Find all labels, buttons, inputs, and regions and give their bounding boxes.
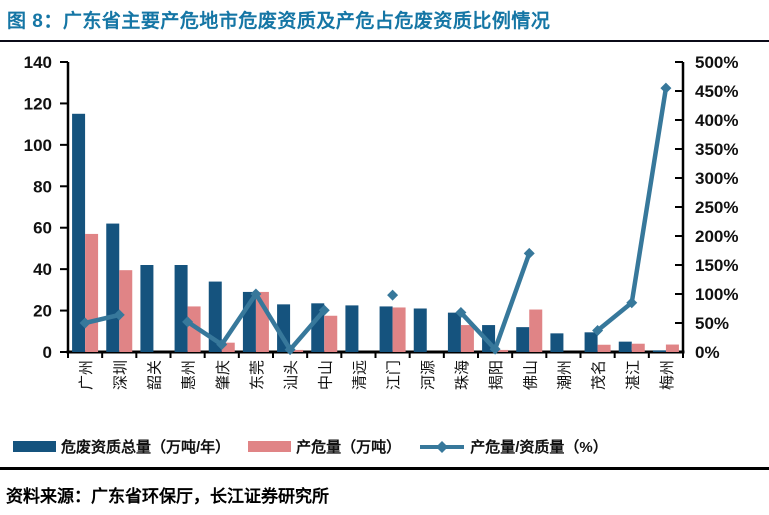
ratio-marker-佛山 <box>523 247 535 259</box>
output-bar-梅州 <box>665 344 679 352</box>
total-bar-肇庆 <box>208 281 222 352</box>
total-bar-韶关 <box>140 265 154 352</box>
source-text: 资料来源：广东省环保厅，长江证券研究所 <box>6 487 329 506</box>
output-bar-惠州 <box>187 306 201 352</box>
ratio-marker-深圳 <box>113 309 125 321</box>
right-axis-tick-label: 150% <box>695 256 738 275</box>
diamond-marker-icon <box>436 440 449 453</box>
ratio-marker-湛江 <box>626 297 638 309</box>
total-bar-河源 <box>413 308 427 352</box>
right-axis-tick-label: 300% <box>695 169 738 188</box>
right-axis-tick-label: 250% <box>695 198 738 217</box>
chart-title: 图 8：广东省主要产危地市危废资质及产危占危废资质比例情况 <box>7 11 551 32</box>
total-bar-广州 <box>72 113 86 353</box>
ratio-marker-茂名 <box>592 325 604 337</box>
total-bar-深圳 <box>106 223 120 352</box>
x-label-肇庆: 肇庆 <box>215 360 232 390</box>
output-bar-深圳 <box>119 270 133 352</box>
ratio-marker-肇庆 <box>216 338 228 350</box>
total-bar-清远 <box>345 305 359 352</box>
output-bar-swatch <box>248 441 292 452</box>
legend-item-ratio: 产危量/资质量（%） <box>419 436 608 457</box>
ratio-marker-珠海 <box>455 307 467 319</box>
legend-label-output: 产危量（万吨） <box>296 439 402 456</box>
total-bar-湛江 <box>618 341 632 352</box>
output-bar-江门 <box>392 307 406 352</box>
left-axis-tick-label: 120 <box>24 94 52 113</box>
right-axis-tick-label: 450% <box>695 82 738 101</box>
x-label-江门: 江门 <box>386 360 403 390</box>
x-label-汕头: 汕头 <box>283 360 300 390</box>
title-underline <box>0 40 769 42</box>
right-axis-tick-label: 350% <box>695 140 738 159</box>
ratio-line <box>84 312 120 326</box>
total-bar-珠海 <box>447 312 461 352</box>
x-label-潮州: 潮州 <box>556 360 573 390</box>
left-axis-tick-label: 20 <box>33 302 52 321</box>
ratio-marker-梅州 <box>660 82 672 94</box>
x-label-揭阳: 揭阳 <box>488 360 505 390</box>
left-axis-tick-label: 100 <box>24 136 52 155</box>
legend-label-total: 危废资质总量（万吨/年） <box>61 439 231 456</box>
ratio-marker-广州 <box>79 317 91 329</box>
ratio-marker-中山 <box>318 304 330 316</box>
output-bar-广州 <box>85 233 99 352</box>
total-bar-惠州 <box>174 265 188 352</box>
total-bar-江门 <box>379 306 393 352</box>
output-bar-佛山 <box>529 309 543 352</box>
total-bar-swatch <box>13 441 56 452</box>
x-label-东莞: 东莞 <box>249 360 266 390</box>
total-bar-佛山 <box>516 327 530 352</box>
legend-item-total: 危废资质总量（万吨/年） <box>13 436 230 457</box>
x-label-中山: 中山 <box>317 360 334 390</box>
legend-label-ratio: 产危量/资质量（%） <box>470 439 608 456</box>
x-label-河源: 河源 <box>420 360 437 390</box>
legend-item-output: 产危量（万吨） <box>248 436 401 457</box>
right-axis-tick-label: 200% <box>695 227 738 246</box>
x-label-广州: 广州 <box>78 360 95 390</box>
x-label-深圳: 深圳 <box>112 360 129 390</box>
output-bar-茂名 <box>597 344 611 352</box>
right-axis-tick-label: 500% <box>695 53 738 72</box>
x-label-惠州: 惠州 <box>181 360 198 390</box>
output-bar-湛江 <box>631 343 645 352</box>
output-bar-肇庆 <box>221 342 235 352</box>
ratio-marker-江门 <box>387 289 399 301</box>
left-axis-tick-label: 0 <box>43 343 52 362</box>
output-bar-中山 <box>324 315 338 352</box>
ratio-marker-揭阳 <box>489 343 501 355</box>
total-bar-潮州 <box>550 333 564 352</box>
legend: 危废资质总量（万吨/年） 产危量（万吨） 产危量/资质量（%） <box>13 436 608 457</box>
left-axis-tick-label: 40 <box>33 260 52 279</box>
x-label-佛山: 佛山 <box>522 360 539 390</box>
ratio-marker-惠州 <box>182 316 194 328</box>
output-bar-揭阳 <box>495 349 509 352</box>
x-label-梅州: 梅州 <box>659 360 676 390</box>
combo-chart: 0 20 40 60 80 100 120 140 0% 50% 100% 150% 200% 250% 3… <box>24 53 739 390</box>
total-bar-梅州 <box>652 350 666 352</box>
output-bar-汕头 <box>290 349 304 352</box>
left-axis-tick-label: 140 <box>24 53 52 72</box>
left-axis-tick-label: 60 <box>33 219 52 238</box>
x-label-湛江: 湛江 <box>625 360 642 390</box>
x-label-茂名: 茂名 <box>591 360 608 390</box>
right-axis-tick-label: 0% <box>695 343 720 362</box>
total-bar-茂名 <box>584 332 598 352</box>
right-axis-tick-label: 400% <box>695 111 738 130</box>
x-label-清远: 清远 <box>351 360 368 390</box>
ratio-marker-汕头 <box>284 344 296 356</box>
x-label-韶关: 韶关 <box>146 360 163 390</box>
ratio-line-swatch <box>420 440 465 453</box>
ratio-marker-东莞 <box>250 288 262 300</box>
x-label-珠海: 珠海 <box>454 360 471 390</box>
ratio-line <box>596 87 669 333</box>
output-bar-珠海 <box>460 325 474 352</box>
right-axis-tick-label: 100% <box>695 285 738 304</box>
left-axis-tick-label: 80 <box>33 177 52 196</box>
bottom-separator <box>0 467 769 470</box>
right-axis-tick-label: 50% <box>695 314 729 333</box>
